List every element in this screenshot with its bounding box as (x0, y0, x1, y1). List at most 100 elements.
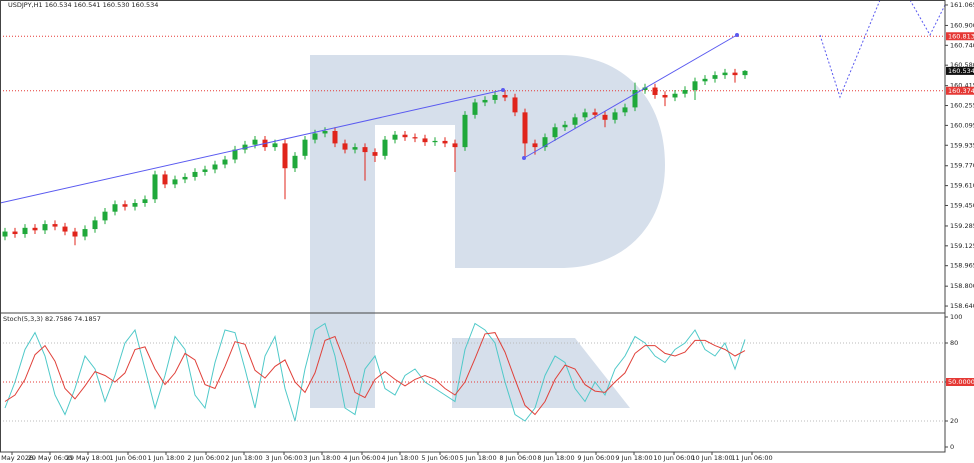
x-tick-label: 9 Jun 18:00 (615, 454, 652, 462)
candle-body (382, 139, 388, 156)
forecast-line (819, 0, 881, 99)
candle-body (562, 124, 568, 128)
candle-body (682, 90, 688, 94)
y-tick-label: 100 (950, 313, 962, 321)
candle-body (222, 159, 228, 165)
trend-point (522, 156, 526, 160)
watermark-bowl (310, 55, 665, 408)
candle-body (372, 152, 378, 156)
trend-point (501, 88, 505, 92)
x-tick-label: 29 May 06:00 (28, 454, 73, 462)
price-label-box (946, 32, 974, 41)
candle-body (252, 139, 258, 145)
candle-body (552, 127, 558, 138)
x-tick-label: 3 Jun 06:00 (265, 454, 302, 462)
candle-body (442, 140, 448, 144)
candle-body (72, 231, 78, 237)
candle-body (412, 137, 418, 139)
candle-body (592, 112, 598, 115)
y-tick-label: 80 (950, 339, 958, 347)
current-price-label: 160.534 (948, 67, 974, 75)
candle-body (302, 139, 308, 156)
candle-body (582, 112, 588, 118)
y-tick-label: 160.740 (950, 41, 974, 49)
chart-title: USDJPY,H1 160.534 160.541 160.530 160.53… (8, 1, 158, 9)
candle-body (162, 174, 168, 185)
x-tick-label: 4 Jun 18:00 (381, 454, 418, 462)
candle-body (472, 102, 478, 115)
candle-body (482, 99, 488, 103)
candle-body (422, 138, 428, 143)
candle-body (652, 87, 658, 95)
candle-body (672, 93, 678, 98)
trend-lines (0, 0, 946, 204)
y-tick-label: 160.095 (950, 121, 974, 129)
candle-body (312, 133, 318, 140)
y-tick-label: 158.640 (950, 302, 974, 310)
candle-body (282, 143, 288, 169)
level-label-box (946, 378, 974, 386)
candle-body (702, 78, 708, 82)
candle-body (632, 90, 638, 108)
y-tick-label: 159.285 (950, 222, 974, 230)
candle-body (32, 227, 38, 231)
price-label-box (946, 86, 974, 95)
candle-body (622, 107, 628, 113)
candle-body (212, 164, 218, 170)
y-tick-label: 160.255 (950, 102, 974, 110)
candle-body (692, 81, 698, 91)
candle-body (512, 97, 518, 113)
candle-body (102, 211, 108, 221)
x-tick-label: 3 Jun 18:00 (303, 454, 340, 462)
watermark-leg (452, 338, 630, 408)
candle-body (12, 231, 18, 235)
candle-body (462, 114, 468, 148)
y-tick-label: 158.965 (950, 262, 974, 270)
candle-body (602, 114, 608, 120)
candle-body (202, 169, 208, 172)
candle-body (532, 143, 538, 148)
candle-body (152, 174, 158, 200)
y-tick-label: 0 (950, 443, 954, 451)
candle-body (612, 112, 618, 120)
candle-body (502, 94, 508, 98)
candle-body (542, 137, 548, 148)
trend-line (523, 34, 738, 159)
indicator-line (4, 322, 746, 422)
candle-body (722, 72, 728, 76)
trend-point (735, 33, 739, 37)
candle-body (242, 144, 248, 150)
candle-body (342, 143, 348, 150)
x-tick-label: 4 Jun 06:00 (343, 454, 380, 462)
price-label: 160.813 (948, 32, 974, 40)
candle-body (192, 171, 198, 177)
candle-body (52, 224, 58, 227)
candle-body (322, 130, 328, 134)
current-price-box (946, 66, 974, 75)
indicator-title: Stoch(5,3,3) 82.7586 74.1857 (3, 315, 101, 323)
y-tick-label: 160.415 (950, 82, 974, 90)
candle-body (402, 134, 408, 138)
candle-body (642, 87, 648, 91)
x-tick-label: 8 Jun 06:00 (499, 454, 536, 462)
candle-body (92, 220, 98, 230)
candle-body (292, 155, 298, 169)
y-tick-label: 159.770 (950, 162, 974, 170)
x-tick-label: 2 Jun 18:00 (225, 454, 262, 462)
candle-body (62, 226, 68, 232)
y-tick-label: 159.125 (950, 242, 974, 250)
candle-body (452, 143, 458, 148)
candle-body (132, 202, 138, 207)
candle-body (172, 179, 178, 185)
x-tick-label: 10 Jun 18:00 (691, 454, 732, 462)
candle-body (522, 112, 528, 144)
candle-body (662, 94, 668, 98)
watermark (310, 55, 665, 408)
x-tick-label: 11 Jun 06:00 (731, 454, 772, 462)
candle-body (392, 134, 398, 140)
candle-body (232, 149, 238, 160)
candle-body (142, 199, 148, 203)
candle-body (182, 176, 188, 180)
